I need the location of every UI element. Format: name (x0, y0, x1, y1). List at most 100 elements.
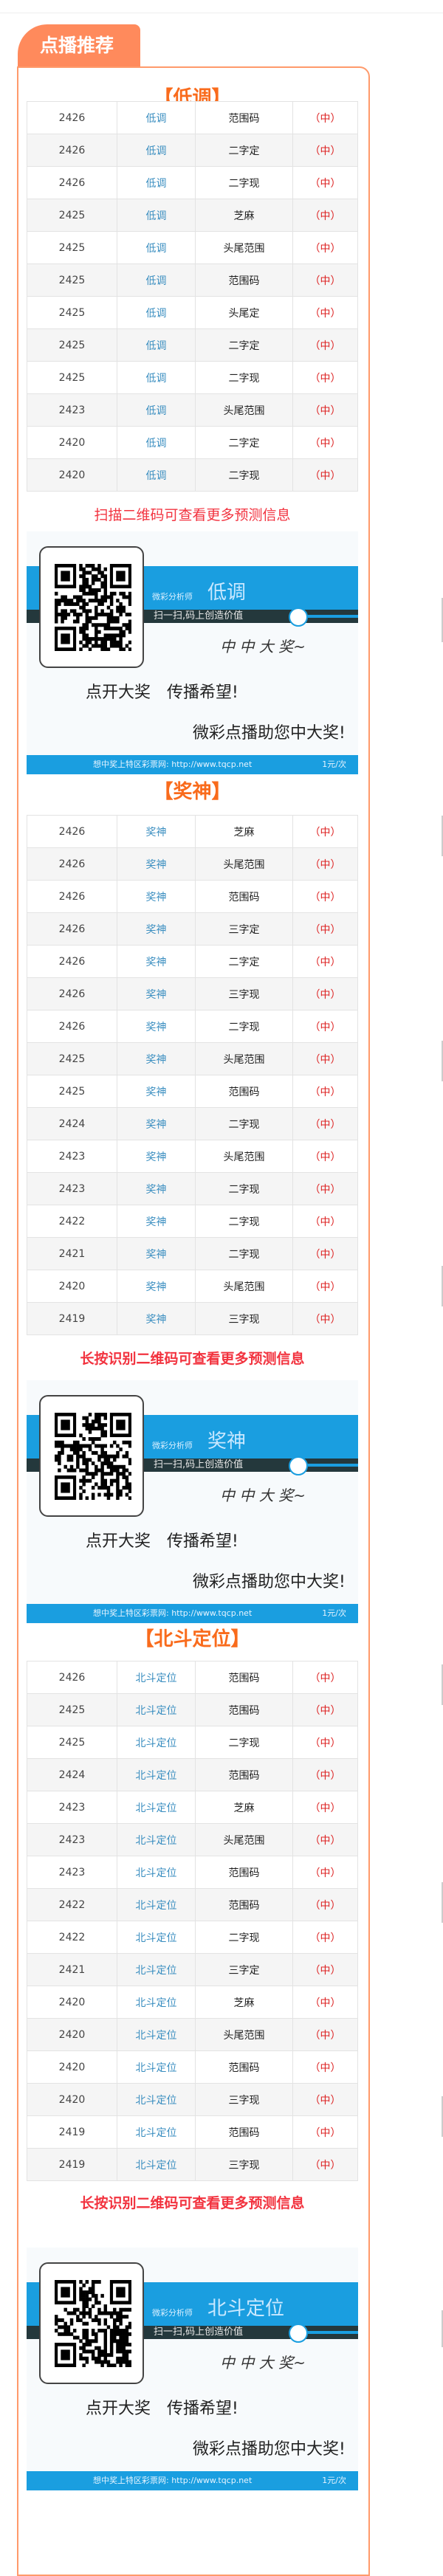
footer-site[interactable]: 想中奖上特区彩票网: http://www.tqcp.net (93, 1608, 253, 1618)
analyst-link[interactable]: 北斗定位 (117, 1758, 196, 1791)
result-cell: （中） (292, 264, 358, 297)
issue-cell: 2426 (27, 134, 117, 167)
issue-cell: 2426 (27, 1661, 117, 1694)
issue-cell: 2426 (27, 166, 117, 199)
issue-cell: 2425 (27, 328, 117, 362)
result-cell: （中） (292, 1758, 358, 1791)
banner-line (292, 615, 358, 618)
result-cell: （中） (292, 1856, 358, 1889)
table-row: 2426 奖神 二字现 （中） (27, 1010, 358, 1043)
table-row: 2423 奖神 二字现 （中） (27, 1172, 358, 1205)
analyst-link[interactable]: 奖神 (117, 1302, 196, 1335)
analyst-link[interactable]: 北斗定位 (117, 2083, 196, 2116)
issue-cell: 2426 (27, 977, 117, 1010)
slogan-2: 微彩点播助您中大奖! (193, 1573, 346, 1591)
analyst-link[interactable]: 奖神 (117, 1205, 196, 1238)
result-cell: （中） (292, 1921, 358, 1954)
analyst-link[interactable]: 奖神 (117, 1140, 196, 1173)
issue-cell: 2425 (27, 296, 117, 329)
result-cell: （中） (292, 1075, 358, 1108)
win-text: 中 中 大 奖~ (220, 1487, 306, 1504)
analyst-link[interactable]: 北斗定位 (117, 1726, 196, 1759)
footer-site[interactable]: 想中奖上特区彩票网: http://www.tqcp.net (93, 760, 253, 769)
issue-cell: 2426 (27, 1010, 117, 1043)
tab-vod-recommend[interactable]: 点播推荐 (18, 24, 140, 67)
analyst-link[interactable]: 奖神 (117, 1010, 196, 1043)
analyst-link[interactable]: 北斗定位 (117, 1661, 196, 1694)
analyst-link[interactable]: 奖神 (117, 1237, 196, 1270)
analyst-link[interactable]: 奖神 (117, 1107, 196, 1140)
analyst-link[interactable]: 北斗定位 (117, 2018, 196, 2051)
qr-banner[interactable]: 微彩分析师 北斗定位 扫一扫,码上创造价值 中 中 大 奖~ 点开大奖 传播希望… (27, 2248, 358, 2491)
analyst-link[interactable]: 北斗定位 (117, 1823, 196, 1856)
analyst-link[interactable]: 低调 (117, 166, 196, 199)
analyst-link[interactable]: 北斗定位 (117, 1693, 196, 1726)
circle-icon (289, 1456, 308, 1475)
analyst-link[interactable]: 北斗定位 (117, 1986, 196, 2019)
result-cell: （中） (292, 1888, 358, 1921)
analyst-link[interactable]: 北斗定位 (117, 2050, 196, 2084)
analyst-link[interactable]: 北斗定位 (117, 1856, 196, 1889)
analyst-link[interactable]: 奖神 (117, 847, 196, 881)
table-row: 2425 低调 头尾范围 （中） (27, 231, 358, 264)
analyst-link[interactable]: 低调 (117, 231, 196, 264)
analyst-link[interactable]: 北斗定位 (117, 1921, 196, 1954)
analyst-label: 微彩分析师 (152, 2308, 193, 2318)
scan-text: 扫一扫,码上创造价值 (154, 2327, 244, 2338)
analyst-link[interactable]: 北斗定位 (117, 1791, 196, 1824)
footer-price: 1元/次 (322, 2476, 346, 2485)
analyst-link[interactable]: 低调 (117, 426, 196, 459)
bet-type-cell: 三字现 (195, 1302, 293, 1335)
bet-type-cell: 二字现 (195, 1921, 293, 1954)
analyst-link[interactable]: 低调 (117, 101, 196, 134)
analyst-link[interactable]: 低调 (117, 458, 196, 492)
analyst-link[interactable]: 低调 (117, 361, 196, 394)
analyst-link[interactable]: 奖神 (117, 1042, 196, 1075)
issue-cell: 2423 (27, 1140, 117, 1173)
win-text: 中 中 大 奖~ (220, 2354, 306, 2372)
qr-banner[interactable]: 微彩分析师 奖神 扫一扫,码上创造价值 中 中 大 奖~ 点开大奖 传播希望! … (27, 1380, 358, 1624)
bet-type-cell: 芝麻 (195, 199, 293, 232)
issue-cell: 2426 (27, 880, 117, 913)
analyst-link[interactable]: 低调 (117, 296, 196, 329)
table-row: 2426 奖神 三字定 （中） (27, 912, 358, 946)
qr-banner[interactable]: 微彩分析师 低调 扫一扫,码上创造价值 中 中 大 奖~ 点开大奖 传播希望! … (27, 531, 358, 775)
analyst-link[interactable]: 低调 (117, 264, 196, 297)
issue-cell: 2420 (27, 2050, 117, 2084)
analyst-link[interactable]: 奖神 (117, 880, 196, 913)
result-cell: （中） (292, 1791, 358, 1824)
analyst-link[interactable]: 北斗定位 (117, 1888, 196, 1921)
analyst-link[interactable]: 奖神 (117, 1172, 196, 1205)
analyst-link[interactable]: 北斗定位 (117, 2115, 196, 2149)
qr-code[interactable] (39, 1395, 144, 1517)
analyst-link[interactable]: 奖神 (117, 977, 196, 1010)
slogan-1: 点开大奖 传播希望! (86, 683, 238, 702)
analyst-link[interactable]: 奖神 (117, 1075, 196, 1108)
analyst-link[interactable]: 奖神 (117, 1270, 196, 1303)
scan-text: 扫一扫,码上创造价值 (154, 1459, 244, 1470)
table-row: 2419 北斗定位 范围码 （中） (27, 2115, 358, 2149)
issue-cell: 2421 (27, 1953, 117, 1986)
analyst-link[interactable]: 北斗定位 (117, 2148, 196, 2181)
scrollbar-mark (442, 1041, 443, 1081)
analyst-link[interactable]: 低调 (117, 134, 196, 167)
qr-code[interactable] (39, 2262, 144, 2384)
analyst-link[interactable]: 奖神 (117, 815, 196, 848)
table-row: 2426 奖神 范围码 （中） (27, 880, 358, 913)
result-cell: （中） (292, 296, 358, 329)
issue-cell: 2423 (27, 1791, 117, 1824)
analyst-link[interactable]: 低调 (117, 328, 196, 362)
result-cell: （中） (292, 134, 358, 167)
analyst-link[interactable]: 奖神 (117, 912, 196, 946)
analyst-link[interactable]: 奖神 (117, 945, 196, 978)
footer-site[interactable]: 想中奖上特区彩票网: http://www.tqcp.net (93, 2476, 253, 2485)
analyst-link[interactable]: 北斗定位 (117, 1953, 196, 1986)
issue-cell: 2421 (27, 1237, 117, 1270)
issue-cell: 2419 (27, 2148, 117, 2181)
qr-code[interactable] (39, 546, 144, 668)
result-cell: （中） (292, 1823, 358, 1856)
result-cell: （中） (292, 231, 358, 264)
prediction-table: 2426 北斗定位 范围码 （中） 2425 北斗定位 范围码 （中） 2425… (27, 1661, 358, 2181)
analyst-link[interactable]: 低调 (117, 393, 196, 427)
analyst-link[interactable]: 低调 (117, 199, 196, 232)
